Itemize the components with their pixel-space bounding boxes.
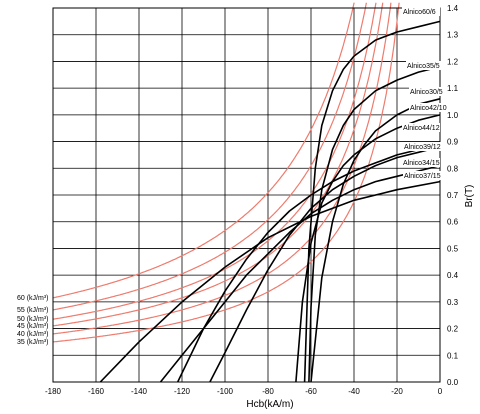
energy-product-label: 40 (kJ/m³) xyxy=(17,331,49,338)
y-tick-label: 0.2 xyxy=(447,325,459,334)
curve-label-background xyxy=(402,158,440,167)
demagnetization-curve xyxy=(303,20,441,383)
y-axis-title: Br(T) xyxy=(464,185,475,208)
curve-label: Alnico39/12 xyxy=(404,144,441,151)
energy-product-label: 35 (kJ/m³) xyxy=(17,339,49,346)
curve-label-background xyxy=(403,171,441,180)
curve-label-background xyxy=(402,7,440,16)
y-tick-label: 0.5 xyxy=(447,244,459,253)
energy-product-label: 55 (kJ/m³) xyxy=(17,307,49,314)
y-tick-label: 1.2 xyxy=(447,57,459,66)
y-tick-label: 0.3 xyxy=(447,298,459,307)
curve-label: Alnico30/5 xyxy=(410,89,443,96)
x-tick-label: -60 xyxy=(305,387,317,396)
energy-product-curve xyxy=(52,2,367,311)
x-tick-label: -80 xyxy=(262,387,274,396)
y-axis-ticks: 0.0 0.1 0.2 0.3 0.4 0.5 0.6 0.7 0.8 0.9 1.0 1.1 1.2 1… xyxy=(447,4,459,387)
demagnetization-curve xyxy=(99,180,441,383)
demagnetization-curve xyxy=(310,98,441,383)
curve-label-background xyxy=(403,142,441,151)
curve-label-background xyxy=(409,87,447,96)
y-tick-label: 1.4 xyxy=(447,4,459,13)
curve-label: Alnico35/5 xyxy=(407,63,440,70)
curve-label: Alnico60/6 xyxy=(403,9,436,16)
x-tick-label: 0 xyxy=(438,387,443,396)
energy-labels: 60 (kJ/m³) 55 (kJ/m³) 50 (kJ/m³)45 (kJ/m³)… xyxy=(17,295,49,346)
y-tick-label: 0.0 xyxy=(447,378,459,387)
energy-product-curve xyxy=(52,2,400,343)
y-tick-label: 0.7 xyxy=(447,191,459,200)
y-tick-label: 1.3 xyxy=(447,31,459,40)
curve-label: Alnico34/15 xyxy=(403,160,440,167)
curve-label-background xyxy=(409,103,447,112)
x-tick-label: -40 xyxy=(348,387,360,396)
demagnetization-curve xyxy=(159,164,441,383)
demagnetization-curve xyxy=(176,143,441,383)
x-tick-label: -160 xyxy=(88,387,105,396)
y-tick-label: 1.1 xyxy=(447,84,459,93)
y-tick-label: 1.0 xyxy=(447,111,459,120)
x-tick-label: -120 xyxy=(174,387,191,396)
y-tick-label: 0.9 xyxy=(447,138,459,147)
energy-product-curve xyxy=(52,2,377,320)
y-tick-label: 0.6 xyxy=(447,218,459,227)
plot-frame xyxy=(52,7,441,383)
demagnetization-curve xyxy=(308,66,441,383)
y-tick-label: 0.1 xyxy=(447,351,459,360)
plot-border xyxy=(52,7,441,383)
curve-label: Alnico37/15 xyxy=(404,173,441,180)
x-tick-label: -180 xyxy=(45,387,62,396)
curve-label-background xyxy=(402,123,440,132)
y-tick-label: 0.4 xyxy=(447,271,459,280)
energy-product-label: 45 (kJ/m³) xyxy=(17,323,49,330)
energy-product-label: 60 (kJ/m³) xyxy=(17,295,49,302)
curve-label: Alnico42/10 xyxy=(410,105,447,112)
y-tick-label: 0.8 xyxy=(447,164,459,173)
curve-labels: Alnico60/6 Alnico35/5 Alnico30/5 Alnico42/1… xyxy=(402,7,447,180)
curve-label-background xyxy=(406,61,444,70)
x-axis-title: Hcb(kA/m) xyxy=(246,399,293,410)
x-tick-label: -20 xyxy=(391,387,403,396)
energy-product-curve xyxy=(52,2,355,299)
energy-product-curve xyxy=(52,2,384,327)
energy-product-label: 50 (kJ/m³) xyxy=(17,316,49,323)
x-tick-label: -140 xyxy=(131,387,148,396)
x-tick-label: -100 xyxy=(217,387,234,396)
demagnetization-curve xyxy=(209,146,441,383)
curve-label: Alnico44/12 xyxy=(403,125,440,132)
x-axis-ticks: -180 -160 -140 -120 -100 -80 -60 -40 -20 0 xyxy=(45,387,443,396)
